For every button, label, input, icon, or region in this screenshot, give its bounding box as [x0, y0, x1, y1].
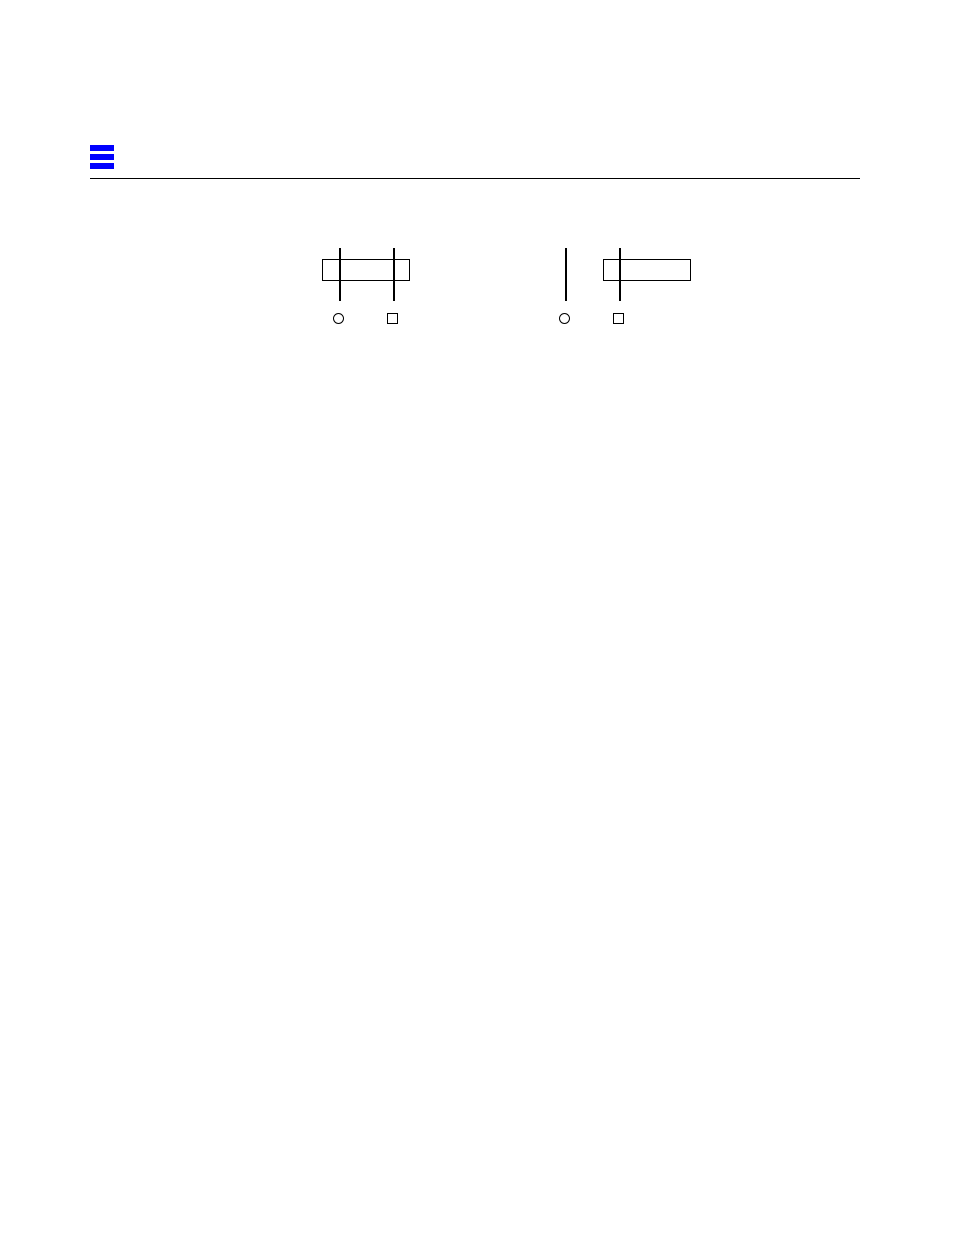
- jumper-block-right: [603, 259, 691, 281]
- diagram-container: [0, 0, 954, 400]
- pin-right-1: [565, 248, 567, 301]
- circle-marker-right: [559, 313, 570, 324]
- pin-left-1: [339, 248, 341, 301]
- jumper-block-left: [322, 259, 410, 281]
- pin-left-2: [393, 248, 395, 301]
- pin-right-2: [619, 248, 621, 301]
- circle-marker-left: [333, 313, 344, 324]
- square-marker-left: [387, 313, 398, 324]
- square-marker-right: [613, 313, 624, 324]
